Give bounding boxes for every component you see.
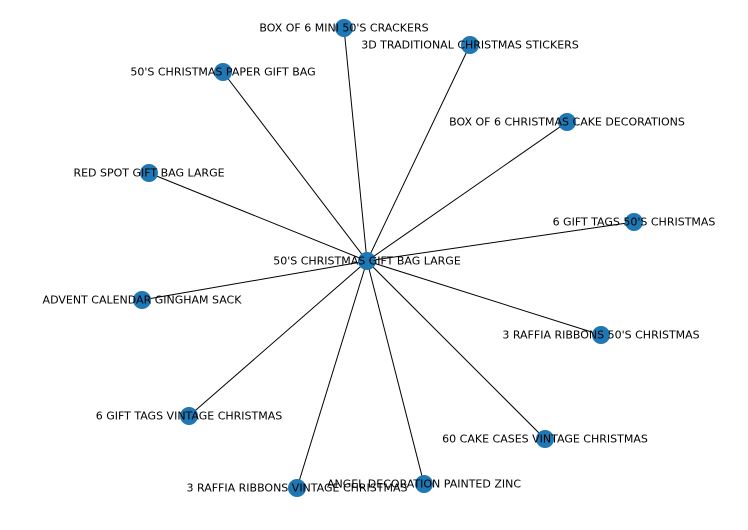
labels-layer: 50'S CHRISTMAS GIFT BAG LARGE BOX OF 6 MI… — [43, 22, 716, 495]
edge-3-raffia-ribbons-vintage-christmas — [296, 260, 368, 489]
node-label-3-raffia-ribbons-50-s-christmas: 3 RAFFIA RIBBONS 50'S CHRISTMAS — [502, 329, 699, 342]
edge-6-gift-tags-vintage-christmas — [188, 260, 368, 417]
node-label-box-of-6-christmas-cake-decorations: BOX OF 6 CHRISTMAS CAKE DECORATIONS — [449, 116, 685, 129]
edge-3d-traditional-christmas-stickers — [366, 44, 471, 262]
node-label-angel-decoration-painted-zinc: ANGEL DECORATION PAINTED ZINC — [327, 478, 521, 491]
edge-6-gift-tags-50-s-christmas — [366, 221, 635, 262]
node-label-50-s-christmas-gift-bag-large: 50'S CHRISTMAS GIFT BAG LARGE — [273, 255, 461, 268]
node-label-3d-traditional-christmas-stickers: 3D TRADITIONAL CHRISTMAS STICKERS — [361, 39, 579, 52]
node-label-50-s-christmas-paper-gift-bag: 50'S CHRISTMAS PAPER GIFT BAG — [130, 66, 315, 79]
edge-box-of-6-christmas-cake-decorations — [366, 121, 568, 262]
edges-layer — [141, 27, 635, 489]
node-3d-traditional-christmas-stickers — [461, 36, 479, 54]
edge-red-spot-gift-bag-large — [148, 172, 368, 262]
node-6-gift-tags-vintage-christmas — [180, 407, 198, 425]
edge-box-of-6-mini-50-s-crackers — [343, 27, 368, 262]
node-50-s-christmas-paper-gift-bag — [214, 63, 232, 81]
edge-advent-calendar-gingham-sack — [141, 260, 368, 301]
node-red-spot-gift-bag-large — [140, 164, 158, 182]
node-advent-calendar-gingham-sack — [133, 291, 151, 309]
node-label-box-of-6-mini-50-s-crackers: BOX OF 6 MINI 50'S CRACKERS — [259, 22, 428, 35]
node-box-of-6-mini-50-s-crackers — [335, 19, 353, 37]
node-60-cake-cases-vintage-christmas — [536, 430, 554, 448]
node-label-advent-calendar-gingham-sack: ADVENT CALENDAR GINGHAM SACK — [43, 294, 243, 307]
node-angel-decoration-painted-zinc — [415, 475, 433, 493]
edge-60-cake-cases-vintage-christmas — [366, 260, 546, 440]
node-6-gift-tags-50-s-christmas — [625, 213, 643, 231]
edge-angel-decoration-painted-zinc — [366, 260, 425, 485]
node-label-60-cake-cases-vintage-christmas: 60 CAKE CASES VINTAGE CHRISTMAS — [442, 433, 648, 446]
node-3-raffia-ribbons-50-s-christmas — [592, 326, 610, 344]
node-3-raffia-ribbons-vintage-christmas — [288, 479, 306, 497]
node-label-red-spot-gift-bag-large: RED SPOT GIFT BAG LARGE — [73, 167, 224, 180]
node-label-6-gift-tags-50-s-christmas: 6 GIFT TAGS 50'S CHRISTMAS — [553, 216, 716, 229]
edge-3-raffia-ribbons-50-s-christmas — [366, 260, 602, 336]
node-50-s-christmas-gift-bag-large — [358, 252, 376, 270]
node-box-of-6-christmas-cake-decorations — [558, 113, 576, 131]
node-label-3-raffia-ribbons-vintage-christmas: 3 RAFFIA RIBBONS VINTAGE CHRISTMAS — [187, 482, 408, 495]
edge-50-s-christmas-paper-gift-bag — [222, 71, 368, 262]
node-label-6-gift-tags-vintage-christmas: 6 GIFT TAGS VINTAGE CHRISTMAS — [96, 410, 283, 423]
nodes-layer — [133, 19, 643, 497]
